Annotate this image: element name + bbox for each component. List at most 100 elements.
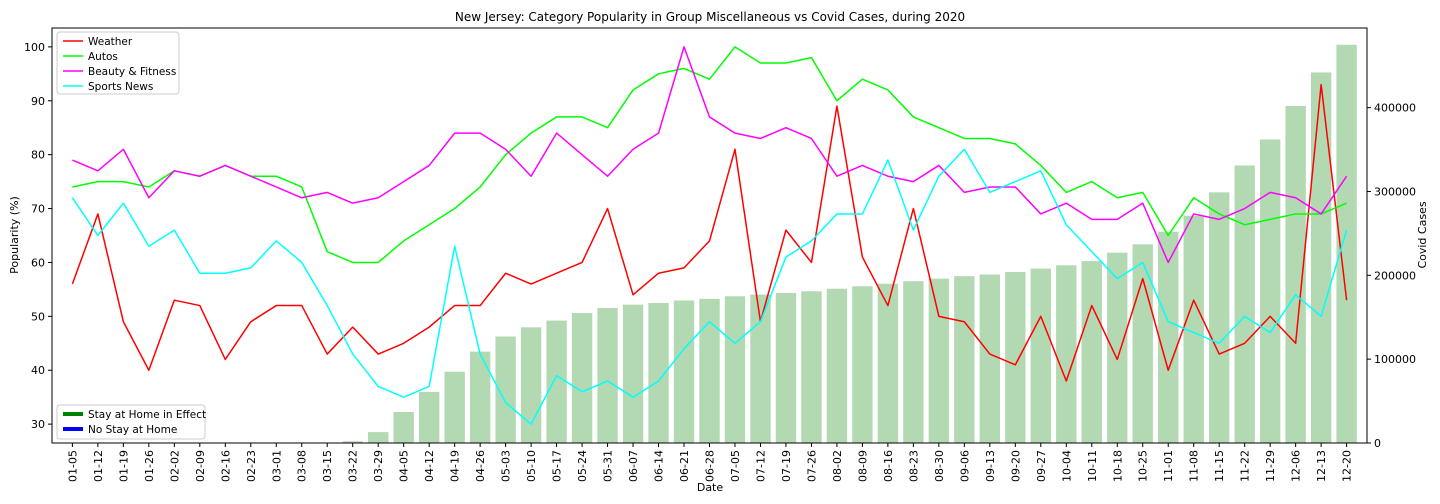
covid-bar-11-22 [1234,165,1255,444]
x-axis: 01-05 01-12 01-19 01-26 02-02 02-09 02-16 02-23… [66,443,1354,482]
series-legend: Weather Autos Beauty & Fitness Sports News [56,31,180,95]
series-line-beauty-fitness [72,46,1348,264]
popularity-lines [71,46,1348,425]
y-tick-label-50: 50 [31,310,45,323]
x-tick-label-07-26: 07-26 [805,450,818,482]
x-tick-label-12-06: 12-06 [1290,450,1303,482]
x-tick-label-11-22: 11-22 [1239,450,1252,482]
covid-bar-10-04 [1056,265,1077,443]
x-tick-label-01-19: 01-19 [117,450,130,482]
covid-bar-09-27 [1030,268,1051,443]
x-tick-label-06-21: 06-21 [678,450,691,482]
legend-label-beauty-fitness: Beauty & Fitness [88,66,176,78]
covid-bar-08-02 [826,288,848,443]
covid-bar-10-25 [1132,244,1153,443]
x-tick-label-10-04: 10-04 [1060,450,1073,482]
x-tick-label-10-11: 10-11 [1086,450,1099,482]
covid-bar-04-26 [469,351,491,443]
covid-bar-04-12 [418,391,440,443]
x-tick-label-07-12: 07-12 [754,450,767,482]
x-tick-label-10-18: 10-18 [1111,450,1124,482]
x-tick-label-04-19: 04-19 [449,450,462,482]
x-tick-label-05-31: 05-31 [602,450,615,482]
covid-bar-06-28 [699,298,720,443]
x-tick-label-11-15: 11-15 [1213,450,1226,482]
covid-bar-08-23 [903,281,924,443]
x-tick-label-08-02: 08-02 [831,450,844,482]
policy-legend-box [56,404,206,440]
policy-label-0: Stay at Home in Effect [88,409,206,421]
x-tick-label-05-17: 05-17 [551,450,564,482]
covid-bar-07-19 [775,292,797,443]
x-tick-label-03-08: 03-08 [296,450,309,482]
x-tick-label-08-09: 08-09 [856,450,869,482]
x-tick-label-03-15: 03-15 [321,450,334,482]
series-line-weather [71,83,1348,382]
covid-bar-05-03 [495,336,516,443]
covid-bar-04-19 [444,371,465,443]
x-tick-label-02-02: 02-02 [168,450,181,482]
y-tick-label-30: 30 [31,418,45,431]
y-axis-right: 0 100000 200000 300000 400000 [1367,102,1416,450]
covid-bar-09-20 [1005,271,1026,443]
covid-bar-03-22 [342,441,363,443]
y2-tick-label-100000: 100000 [1374,353,1416,366]
x-tick-label-09-20: 09-20 [1009,450,1022,482]
x-tick-label-12-20: 12-20 [1341,450,1354,482]
covid-bar-06-07 [622,304,644,443]
covid-bar-11-29 [1259,139,1281,443]
x-tick-label-06-14: 06-14 [653,450,666,482]
covid-bar-12-06 [1285,105,1306,443]
x-tick-label-11-01: 11-01 [1162,450,1175,482]
policy-legend: Stay at Home in Effect No Stay at Home [56,404,206,440]
covid-bar-11-15 [1208,192,1230,443]
x-tick-label-04-12: 04-12 [423,450,436,482]
x-tick-label-07-05: 07-05 [729,450,742,482]
x-tick-label-04-26: 04-26 [474,450,487,482]
x-tick-label-02-23: 02-23 [245,450,258,482]
y2-axis-label: Covid Cases [1416,201,1429,268]
covid-bar-07-12 [750,294,771,443]
x-tick-label-08-30: 08-30 [933,450,946,482]
policy-label-1: No Stay at Home [88,424,177,436]
covid-bar-04-05 [393,411,414,443]
covid-bar-09-06 [954,276,975,443]
x-tick-label-02-16: 02-16 [219,450,232,482]
y-tick-label-60: 60 [31,256,45,269]
x-tick-label-01-12: 01-12 [92,450,105,482]
x-tick-label-08-23: 08-23 [907,450,920,482]
y-axis-label: Popularity (%) [8,196,21,274]
x-tick-label-08-16: 08-16 [882,450,895,482]
x-tick-label-01-05: 01-05 [66,450,79,482]
y-tick-label-80: 80 [31,149,45,162]
covid-bar-06-14 [648,302,669,443]
y-tick-label-90: 90 [31,95,45,108]
x-tick-label-05-24: 05-24 [576,450,589,482]
x-tick-label-05-10: 05-10 [525,450,538,482]
covid-bar-05-31 [597,308,618,443]
chart-title: New Jersey: Category Popularity in Group… [455,10,965,24]
covid-bar-07-26 [801,291,822,443]
covid-bar-06-21 [673,300,695,443]
covid-bar-05-10 [520,327,542,443]
x-tick-label-09-13: 09-13 [984,450,997,482]
covid-bar-08-16 [877,283,899,443]
legend-label-autos: Autos [88,51,118,63]
y-tick-label-40: 40 [31,364,45,377]
x-tick-label-06-28: 06-28 [704,450,717,482]
y-axis-left: 30 40 50 60 70 80 90 100 [24,41,52,431]
covid-bar-12-13 [1310,72,1332,444]
legend-label-weather: Weather [88,36,133,48]
x-tick-label-02-09: 02-09 [194,450,207,482]
x-tick-label-03-22: 03-22 [347,450,360,482]
y2-tick-label-400000: 400000 [1374,102,1416,115]
y2-tick-label-200000: 200000 [1374,269,1416,282]
covid-bar-05-24 [571,313,593,443]
x-tick-label-05-03: 05-03 [500,450,513,482]
x-tick-label-07-19: 07-19 [780,450,793,482]
covid-bar-09-13 [979,274,1001,443]
x-tick-label-11-08: 11-08 [1188,450,1201,482]
x-tick-label-10-25: 10-25 [1137,450,1150,482]
covid-bar-03-29 [368,432,389,443]
